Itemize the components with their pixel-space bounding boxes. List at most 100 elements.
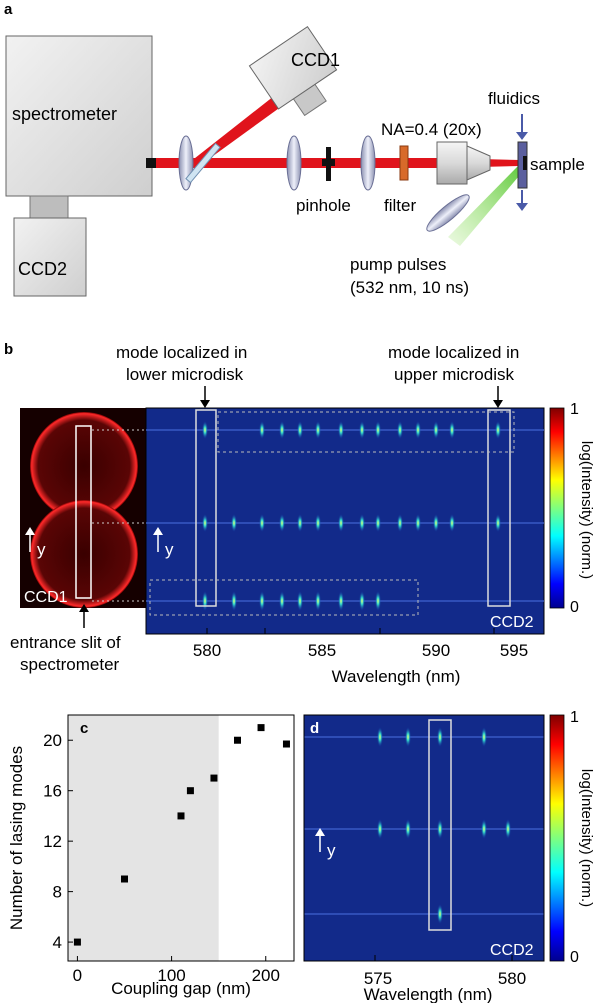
pump-label-line2: (532 nm, 10 ns) bbox=[350, 278, 469, 297]
entrance-slit-box bbox=[75, 425, 92, 599]
mode-spot bbox=[405, 819, 411, 839]
upper-mode-box bbox=[487, 409, 511, 607]
slit-label-line2: spectrometer bbox=[20, 655, 120, 674]
ccd1-label: CCD1 bbox=[291, 50, 340, 70]
annot-upper-arrow-icon bbox=[493, 400, 503, 408]
spectrum-d-lines bbox=[304, 727, 544, 924]
mode-spot bbox=[315, 514, 321, 532]
tick-label-b-585: 585 bbox=[308, 641, 336, 660]
plot-c-ticks: 0 100 200 4 8 12 16 20 bbox=[43, 731, 280, 985]
spectrometer-box bbox=[5, 35, 153, 197]
mode-spot bbox=[433, 514, 439, 532]
mode-spot bbox=[437, 727, 443, 747]
x-tick-label-c: 100 bbox=[157, 966, 185, 985]
spectrum-b-lines bbox=[146, 421, 544, 611]
mode-spot bbox=[481, 727, 487, 747]
mode-spot bbox=[495, 514, 501, 532]
fluidics-out-arrow-icon bbox=[516, 203, 528, 211]
data-point bbox=[121, 875, 128, 883]
emission-band bbox=[304, 913, 544, 915]
spectrum-d-image bbox=[304, 715, 544, 961]
na-label: NA=0.4 (20x) bbox=[381, 120, 482, 139]
y-tick-label-c: 20 bbox=[43, 731, 62, 750]
filter-element bbox=[399, 145, 409, 181]
ccd2-neck bbox=[29, 195, 69, 219]
panel-b-label: b bbox=[4, 341, 13, 358]
spec-d-ccd2-label: CCD2 bbox=[490, 942, 534, 959]
mode-spot bbox=[231, 514, 237, 532]
annot-lower-line2: lower microdisk bbox=[126, 365, 244, 384]
colorbar-b-label: log(Intensity) (norm.) bbox=[578, 441, 595, 579]
plot-c-shaded-region bbox=[68, 715, 219, 961]
spec-y-label: y bbox=[165, 540, 174, 559]
data-point bbox=[177, 812, 185, 820]
slit-arrow-icon bbox=[79, 604, 89, 612]
plot-c-border bbox=[67, 714, 295, 962]
ylabel-c: Number of lasing modes bbox=[7, 746, 26, 930]
spec-y-arrow-icon bbox=[153, 527, 163, 535]
mode-spot bbox=[359, 591, 365, 611]
mode-spot bbox=[415, 514, 421, 532]
panel-d-label: d bbox=[310, 720, 319, 737]
mode-spot bbox=[202, 421, 208, 439]
mode-spot bbox=[297, 421, 303, 439]
mode-spot bbox=[279, 421, 285, 439]
lower-microdisk-region bbox=[149, 579, 419, 616]
data-point bbox=[257, 724, 265, 732]
upper-microdisk bbox=[30, 412, 138, 520]
x-tick-label-c: 200 bbox=[252, 966, 280, 985]
mode-spot bbox=[315, 591, 321, 611]
mode-spot bbox=[338, 421, 344, 439]
pinhole-label: pinhole bbox=[296, 196, 351, 215]
colorbar-d bbox=[549, 714, 565, 962]
fluidics-label: fluidics bbox=[488, 89, 540, 108]
mode-spot bbox=[338, 514, 344, 532]
spec-d-y-arrow-icon bbox=[315, 828, 325, 836]
mode-spot bbox=[375, 591, 381, 611]
data-point bbox=[210, 774, 218, 782]
objective-tip bbox=[466, 145, 491, 181]
mode-spot bbox=[415, 421, 421, 439]
colorbar-b-min: 0 bbox=[570, 599, 579, 616]
tick-label-d-580: 580 bbox=[498, 969, 526, 988]
spec-ccd2-label: CCD2 bbox=[490, 614, 534, 631]
xlabel-b: Wavelength (nm) bbox=[332, 667, 461, 686]
panel-a: a spectrometer CCD2 CCD1 bbox=[4, 1, 585, 297]
spec-d-y-label: y bbox=[327, 841, 336, 860]
mode-spot bbox=[377, 819, 383, 839]
mode-spot bbox=[231, 591, 237, 611]
spectrum-frame bbox=[145, 407, 545, 635]
tick-label-b-590: 590 bbox=[422, 641, 450, 660]
y-tick-label-c: 12 bbox=[43, 832, 62, 851]
emission-band bbox=[146, 429, 544, 431]
emission-band bbox=[146, 600, 544, 602]
spectrometer-slit bbox=[146, 158, 156, 168]
mode-spot bbox=[297, 591, 303, 611]
mode-spot bbox=[449, 514, 455, 532]
pinhole-mount bbox=[322, 159, 335, 166]
mode-spot bbox=[375, 514, 381, 532]
data-point bbox=[282, 740, 290, 748]
ccd1-y-label: y bbox=[37, 540, 46, 559]
mode-spot bbox=[397, 421, 403, 439]
ccd1-beam bbox=[190, 96, 282, 164]
data-point bbox=[234, 736, 241, 744]
data-point bbox=[73, 938, 81, 946]
panel-c-label: c bbox=[80, 720, 88, 737]
xlabel-d: Wavelength (nm) bbox=[364, 985, 493, 1003]
mode-spot bbox=[495, 421, 501, 439]
beam-splitter bbox=[185, 142, 221, 184]
mode-spot bbox=[437, 819, 443, 839]
mode-spot bbox=[449, 421, 455, 439]
lower-microdisk bbox=[30, 500, 138, 608]
colorbar-d-max: 1 bbox=[570, 709, 579, 726]
y-tick-label-c: 8 bbox=[53, 883, 62, 902]
emission-band bbox=[304, 736, 544, 738]
spectrometer-label: spectrometer bbox=[12, 104, 117, 124]
spectrum-d-mode-box bbox=[428, 719, 452, 931]
ccd2-label: CCD2 bbox=[18, 259, 67, 279]
y-tick-label-c: 4 bbox=[53, 933, 62, 952]
tick-label-d-575: 575 bbox=[364, 969, 392, 988]
tick-label-b-595: 595 bbox=[500, 641, 528, 660]
panel-b: b mode localized in lower microdisk mode… bbox=[4, 341, 595, 686]
